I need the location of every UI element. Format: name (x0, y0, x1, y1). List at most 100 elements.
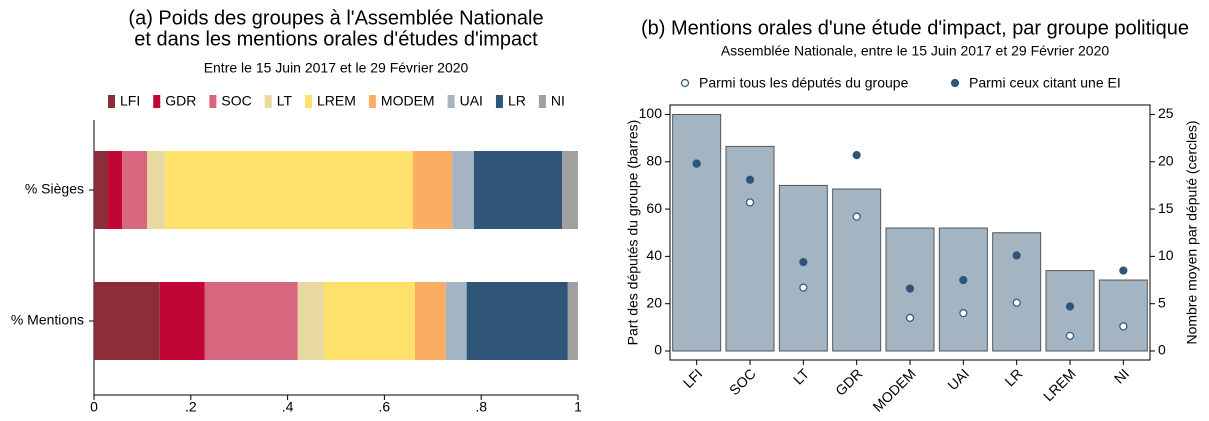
x-tick-label: MODEM (869, 365, 918, 414)
bar-segment (94, 282, 160, 360)
dot (745, 175, 755, 184)
bar (938, 227, 988, 352)
chart-title: et dans les mentions orales d'études d'i… (134, 28, 538, 50)
bar-segment (414, 282, 446, 360)
legend-swatch (495, 95, 503, 108)
y-tick-label: 80 (646, 152, 662, 168)
bar-segment (562, 151, 578, 229)
legend-label: Parmi ceux citant une EI (969, 75, 1121, 91)
legend-label: LR (508, 93, 526, 109)
bar-segment (122, 151, 148, 229)
legend-label: LREM (317, 93, 356, 109)
x-tick-label: .8 (475, 399, 487, 415)
bar (672, 113, 722, 352)
bar-segment (323, 282, 415, 360)
dot (905, 313, 915, 322)
legend-swatch (153, 95, 161, 108)
legend-swatch (368, 95, 376, 108)
bar-segment (473, 151, 563, 229)
y2-tick-label: 20 (1158, 152, 1174, 168)
y-tick-label: % Sièges (25, 181, 84, 197)
bar (1098, 279, 1148, 352)
dot (959, 309, 968, 318)
bar-segment (567, 282, 578, 360)
chart-title: (a) Poids des groupes à l'Assemblée Nati… (128, 7, 543, 29)
x-tick-label: .2 (185, 399, 197, 415)
legend-label: LT (277, 93, 293, 109)
y-tick-label: 20 (646, 294, 662, 310)
dot (959, 275, 968, 285)
dot (692, 159, 701, 168)
x-tick-label: 1 (574, 399, 582, 415)
y-tick-label: 40 (646, 247, 662, 263)
legend-marker (680, 78, 690, 88)
chart-subtitle: Entre le 15 Juin 2017 et le 29 Février 2… (204, 60, 469, 76)
legend-label: NI (551, 93, 565, 109)
dot (745, 198, 755, 207)
x-tick-label: LR (1001, 365, 1025, 389)
dot (852, 212, 861, 221)
y-tick-label: % Mentions (11, 312, 84, 328)
dot (1065, 331, 1075, 340)
dot (799, 257, 808, 267)
legend-label: GDR (165, 93, 196, 109)
legend-swatch (305, 95, 313, 108)
legend-label: Parmi tous les députés du groupe (699, 75, 909, 91)
bar-segment (94, 151, 109, 229)
y2-tick-label: 25 (1158, 105, 1174, 121)
bar (778, 184, 828, 352)
dot (799, 283, 808, 292)
chart-subtitle: Assemblée Nationale, entre le 15 Juin 20… (721, 43, 1110, 59)
chart-title: (b) Mentions orales d'une étude d'impact… (641, 17, 1189, 39)
legend-swatch (447, 95, 455, 108)
y2-axis-title: Nombre moyen par député (cercles) (1184, 120, 1200, 344)
x-tick-label: UAI (944, 365, 972, 393)
dot (1065, 302, 1075, 311)
bar-segment (466, 282, 568, 360)
x-tick-label: LREM (1040, 365, 1079, 404)
x-tick-label: LT (790, 365, 812, 387)
bar-segment (445, 282, 467, 360)
legend-swatch (209, 95, 217, 108)
bar-segment (159, 282, 205, 360)
bar-segment (108, 151, 123, 229)
x-tick-label: GDR (832, 365, 865, 398)
bar-segment (147, 151, 166, 229)
y2-tick-label: 10 (1158, 247, 1174, 263)
bar-segment (297, 282, 324, 360)
y2-tick-label: 0 (1158, 342, 1166, 358)
y-tick-label: 0 (654, 342, 662, 358)
y2-tick-label: 15 (1158, 200, 1174, 216)
legend-swatch (538, 95, 546, 108)
legend-swatch (108, 95, 115, 108)
x-tick-label: NI (1111, 365, 1132, 386)
dot (905, 284, 915, 293)
dot (1119, 322, 1128, 331)
dot (1119, 266, 1128, 275)
y-tick-label: 100 (639, 105, 663, 121)
bar-segment (165, 151, 413, 229)
x-tick-label: LFI (680, 365, 706, 391)
y-axis-title: Part des députés du groupe (barres) (625, 120, 641, 346)
bar-segment (452, 151, 474, 229)
x-tick-label: .4 (282, 399, 294, 415)
x-tick-label: SOC (726, 365, 759, 398)
legend-swatch (264, 95, 272, 108)
dot (1012, 251, 1021, 260)
bar-segment (412, 151, 453, 229)
legend-label: UAI (460, 93, 483, 109)
legend-label: LFI (120, 93, 140, 109)
y2-tick-label: 5 (1158, 294, 1166, 310)
bar-segment (204, 282, 298, 360)
dot (852, 151, 861, 160)
legend-label: SOC (221, 93, 251, 109)
x-tick-label: .6 (379, 399, 391, 415)
x-tick-label: 0 (90, 399, 98, 415)
legend-marker (950, 78, 960, 88)
dot (1012, 298, 1021, 307)
legend-label: MODEM (381, 93, 435, 109)
y-tick-label: 60 (646, 200, 662, 216)
bar (992, 232, 1042, 352)
